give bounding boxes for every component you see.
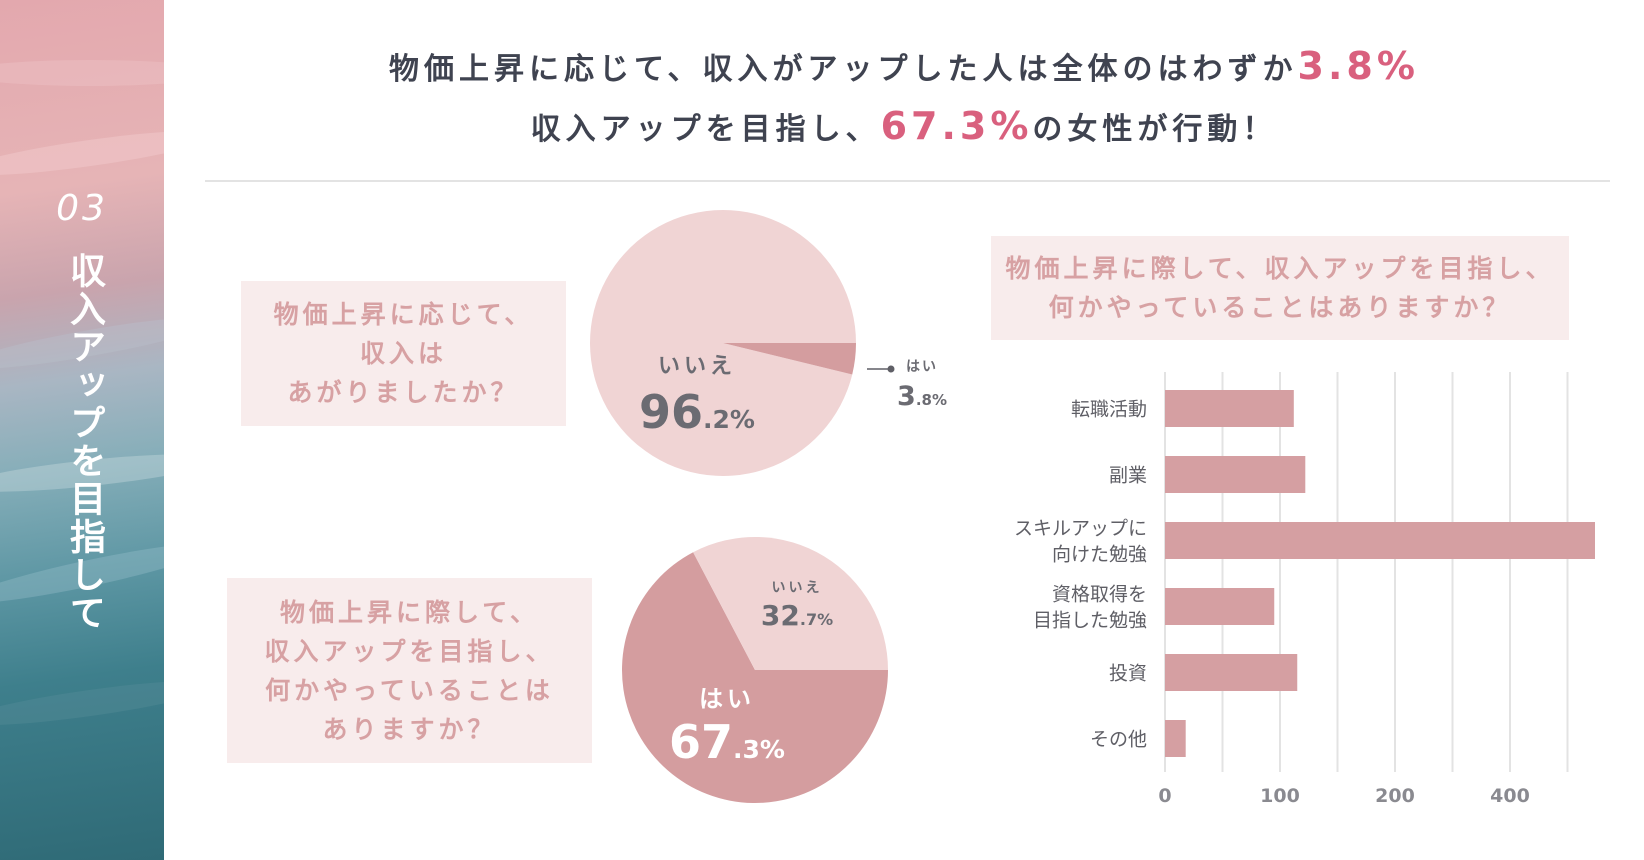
pie-value-no-dec: .2% xyxy=(703,405,755,434)
question-box-action: 物価上昇に際して、 収入アップを目指し、 何かやっていることは ありますか？ xyxy=(227,578,592,763)
category-label: 転職活動 xyxy=(1071,399,1147,421)
bar-grid xyxy=(1165,372,1595,772)
category-label-line: 副業 xyxy=(1109,465,1147,487)
question-line: ありますか？ xyxy=(227,710,592,749)
pie-value-yes-int: 3 xyxy=(897,381,916,412)
tick-label: 400 xyxy=(1490,785,1530,807)
question-line: 収入は xyxy=(241,334,566,373)
tick-label: 200 xyxy=(1375,785,1415,807)
category-label-line: 資格取得を xyxy=(1052,584,1147,606)
category-label-line: その他 xyxy=(1090,729,1147,751)
question-box-income: 物価上昇に応じて、 収入は あがりましたか？ xyxy=(241,281,566,426)
pie-value-yes: 3.8% xyxy=(897,381,947,412)
headline-line-2-prefix: 収入アップを目指し、 xyxy=(531,112,881,147)
pie-label-yes: はい xyxy=(906,359,938,375)
bar xyxy=(1165,390,1294,427)
question-line: 物価上昇に応じて、 xyxy=(241,295,566,334)
section-title: 収入アップを目指して xyxy=(60,252,104,632)
pie-value-no-dec: .7% xyxy=(800,610,833,629)
bar xyxy=(1165,654,1297,691)
category-label: 投資 xyxy=(1109,663,1147,685)
category-label-line: 向けた勉強 xyxy=(1052,544,1147,566)
bar xyxy=(1165,456,1305,493)
bar-series xyxy=(1165,390,1595,757)
question-line: 物価上昇に際して、 xyxy=(227,593,592,632)
pie-value-yes-dec: .8% xyxy=(916,391,947,409)
category-label-line: 投資 xyxy=(1109,663,1147,685)
category-label: 資格取得を目指した勉強 xyxy=(1033,584,1147,632)
category-label: スキルアップに向けた勉強 xyxy=(1014,518,1147,566)
bar xyxy=(1165,720,1186,757)
category-label: 副業 xyxy=(1109,465,1147,487)
pie-label-no: いいえ xyxy=(772,580,823,596)
pie-label-yes: はい xyxy=(699,685,755,713)
divider xyxy=(205,180,1610,182)
question-line: 収入アップを目指し、 xyxy=(227,632,592,671)
category-label-line: 転職活動 xyxy=(1071,399,1147,421)
sidebar: 03 収入アップを目指して xyxy=(0,0,164,860)
question-line: 何かやっていることはありますか？ xyxy=(991,288,1569,327)
question-line: 物価上昇に際して、収入アップを目指し、 xyxy=(991,249,1569,288)
pie-label-no: いいえ xyxy=(658,354,736,379)
pie-value-no-int: 96 xyxy=(639,385,703,439)
question-line: 何かやっていることは xyxy=(227,671,592,710)
pie-chart-income: いいえ 96.2% はい 3.8% xyxy=(590,205,990,505)
bar xyxy=(1165,588,1274,625)
pie-chart-action: いいえ 32.7% はい 67.3% xyxy=(605,525,905,825)
headline-line-1-highlight: 3.8% xyxy=(1298,44,1419,88)
category-label: その他 xyxy=(1090,729,1147,751)
headline-line-1: 物価上昇に応じて、収入がアップした人は全体のはわずか3.8% xyxy=(164,44,1644,88)
bar xyxy=(1165,522,1595,559)
leader-dot xyxy=(888,366,895,373)
headline-line-2-highlight: 67.3% xyxy=(881,104,1033,148)
headline-line-1-text: 物価上昇に応じて、収入がアップした人は全体のはわずか xyxy=(389,52,1298,87)
category-label-line: スキルアップに xyxy=(1014,518,1147,540)
pie-value-yes-dec: .3% xyxy=(733,735,785,764)
headline-line-2: 収入アップを目指し、67.3%の女性が行動！ xyxy=(164,104,1644,148)
question-box-bar: 物価上昇に際して、収入アップを目指し、 何かやっていることはありますか？ xyxy=(991,236,1569,340)
pie-value-yes-int: 67 xyxy=(669,715,733,769)
tick-label: 0 xyxy=(1158,785,1171,807)
section-number: 03 xyxy=(0,188,164,229)
category-label-line: 目指した勉強 xyxy=(1033,610,1147,632)
pie-value-no-int: 32 xyxy=(761,599,800,632)
bar-tick-labels: 0 100 200 400 xyxy=(1158,785,1529,807)
tick-label: 100 xyxy=(1260,785,1300,807)
headline-line-2-suffix: の女性が行動！ xyxy=(1032,112,1277,147)
question-line: あがりましたか？ xyxy=(241,373,566,412)
